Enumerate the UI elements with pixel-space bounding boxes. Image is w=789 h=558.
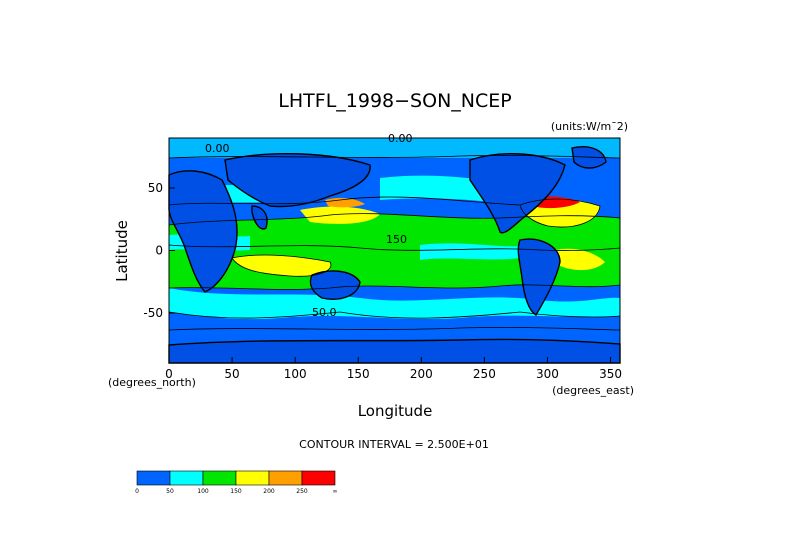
colorbar-swatch — [301, 470, 336, 486]
continents — [168, 146, 621, 364]
contour-line — [168, 196, 521, 206]
india — [251, 205, 268, 230]
contour-line — [231, 254, 332, 277]
colorbar: 0 50 100 150 200 250 ∞ — [135, 470, 338, 495]
x-tick-label: 250 — [473, 367, 496, 381]
y-unit-label: (degrees_north) — [108, 376, 196, 389]
y-tick-label: 0 — [155, 244, 163, 258]
y-axis: 50 0 -50 — [143, 181, 175, 320]
contour-line — [168, 311, 621, 319]
x-tick-label: 0 — [165, 367, 173, 381]
contour-lines — [168, 155, 621, 331]
chart-title: LHTFL_1998−SON_NCEP — [278, 90, 511, 112]
colorbar-swatch — [235, 470, 270, 486]
contour-label: 0.00 — [205, 142, 230, 155]
colorbar-label: 200 — [263, 488, 275, 495]
colorbar-swatch — [136, 470, 171, 486]
south-america — [517, 238, 561, 316]
x-tick-label: 200 — [410, 367, 433, 381]
australia — [309, 270, 361, 300]
contour-line — [519, 198, 601, 228]
africa-europe — [168, 170, 238, 293]
south-atlantic-maximum — [555, 248, 605, 271]
indian-ocean-maximum — [232, 255, 331, 277]
southern-ocean-belt — [169, 288, 620, 320]
colorbar-label: 150 — [230, 488, 242, 495]
x-tick-label: 50 — [224, 367, 239, 381]
contour-line — [168, 284, 621, 290]
equatorial-cyan-pacific — [420, 243, 520, 260]
colorbar-swatch — [268, 470, 303, 486]
contour-label: 150 — [386, 233, 407, 246]
contour-line — [168, 155, 621, 159]
colorbar-swatch — [169, 470, 204, 486]
north-america — [469, 152, 566, 234]
x-tick-label: 300 — [536, 367, 559, 381]
x-tick-label: 100 — [284, 367, 307, 381]
x-axis: 0 50 100 150 200 250 300 350 — [165, 357, 622, 381]
x-tick-label: 150 — [347, 367, 370, 381]
x-tick-label: 350 — [599, 367, 622, 381]
colorbar-swatch — [202, 470, 237, 486]
x-axis-label: Longitude — [358, 402, 433, 420]
colorbar-label: 0 — [135, 488, 139, 495]
y-axis-label: Latitude — [113, 220, 131, 282]
y-tick-label: 50 — [148, 181, 163, 195]
y-tick-label: -50 — [143, 306, 163, 320]
colorbar-label: 50 — [166, 488, 174, 495]
x-unit-label: (degrees_east) — [552, 384, 634, 397]
contour-interval: CONTOUR INTERVAL = 2.500E+01 — [299, 438, 489, 451]
contour-label: 50.0 — [312, 306, 337, 319]
contour-line — [168, 213, 621, 226]
antarctica — [168, 338, 621, 364]
contour-line — [168, 244, 621, 251]
west-pacific-maximum — [300, 206, 380, 224]
units-note: (units:W/m¯2) — [551, 120, 628, 133]
asia — [224, 153, 371, 208]
colorbar-label: ∞ — [333, 488, 338, 495]
plot-area: 0.00 0.00 150 50.0 — [168, 132, 621, 364]
colorbar-label: 250 — [296, 488, 308, 495]
contour-line — [168, 327, 621, 331]
colorbar-label: 100 — [197, 488, 209, 495]
